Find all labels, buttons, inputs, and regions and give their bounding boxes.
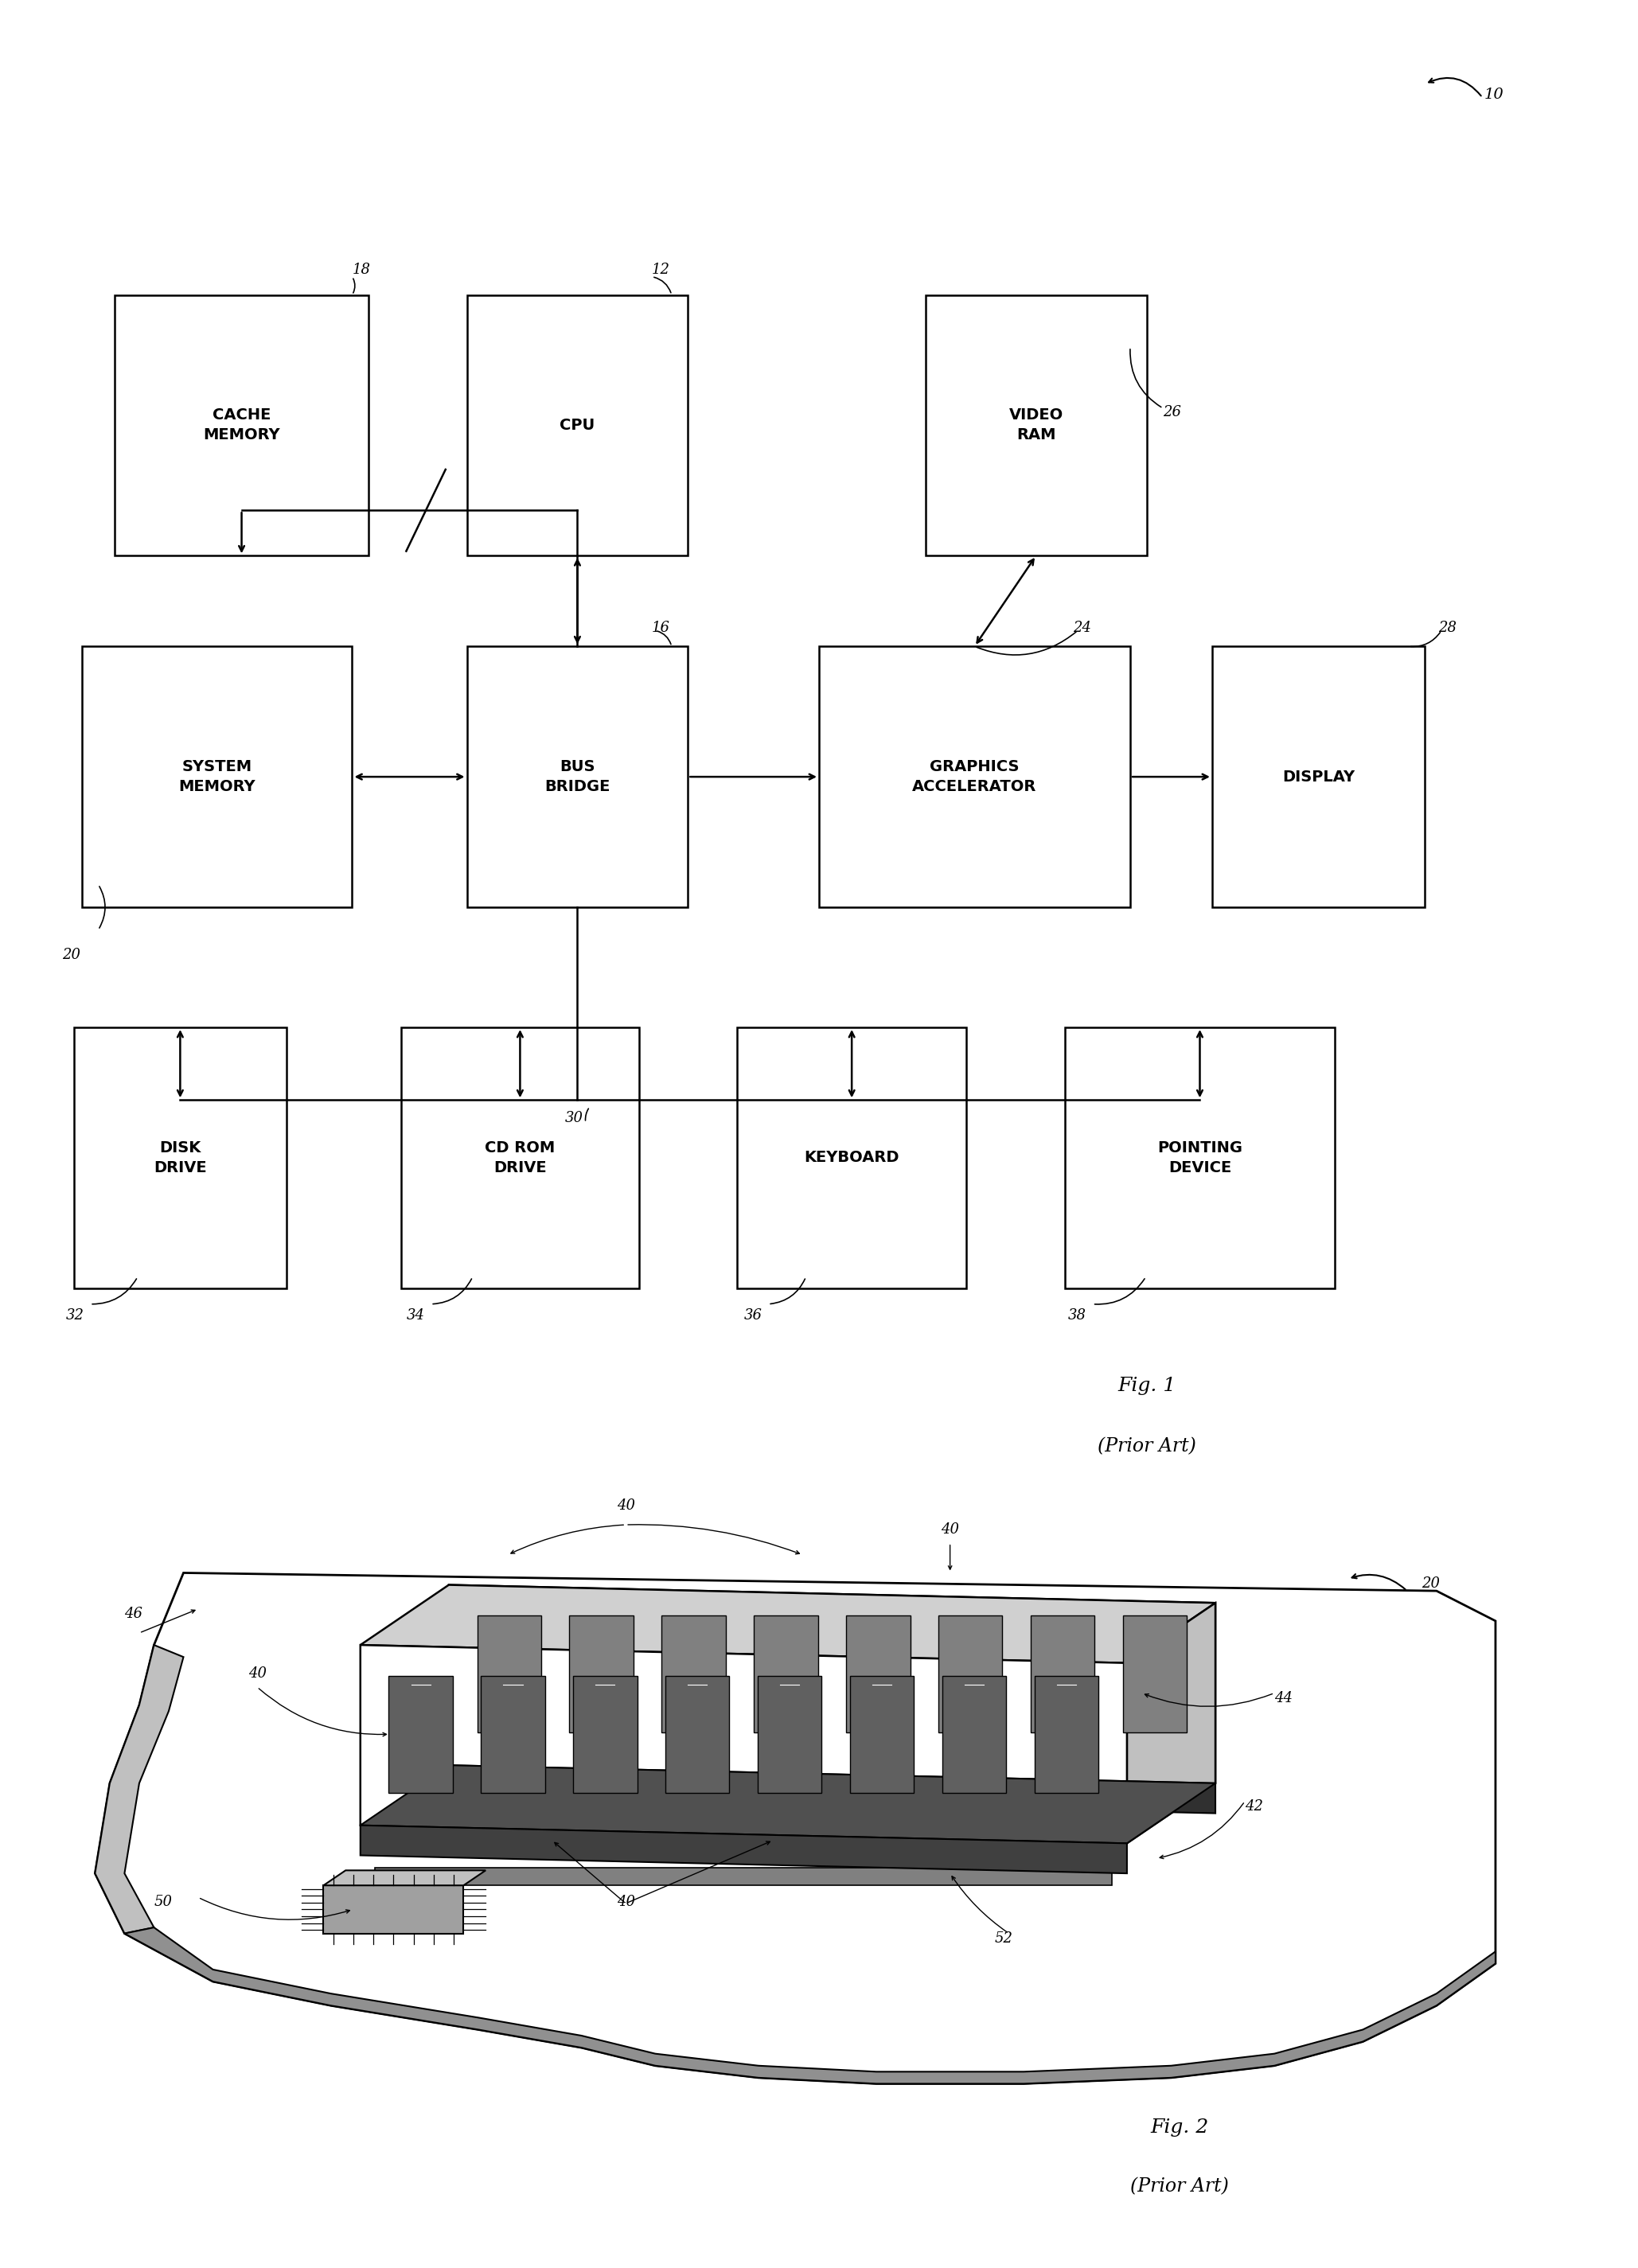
Polygon shape — [662, 1615, 726, 1733]
Text: 36: 36 — [744, 1309, 762, 1322]
Text: 16: 16 — [652, 621, 670, 635]
Bar — [401, 1027, 639, 1288]
Text: 44: 44 — [1274, 1690, 1292, 1706]
Bar — [74, 1027, 287, 1288]
Text: 40: 40 — [940, 1522, 960, 1538]
Text: 26: 26 — [1163, 406, 1181, 420]
Bar — [82, 646, 352, 907]
Polygon shape — [942, 1676, 1006, 1792]
Text: 24: 24 — [1073, 621, 1091, 635]
Text: 40: 40 — [247, 1667, 267, 1681]
Polygon shape — [758, 1676, 822, 1792]
Bar — [737, 1027, 966, 1288]
Polygon shape — [850, 1676, 914, 1792]
Polygon shape — [95, 1644, 183, 1932]
Polygon shape — [573, 1676, 637, 1792]
Polygon shape — [477, 1615, 541, 1733]
Text: 32: 32 — [66, 1309, 84, 1322]
Bar — [467, 295, 688, 556]
Polygon shape — [449, 1765, 1215, 1814]
Text: 46: 46 — [124, 1606, 143, 1622]
Polygon shape — [1035, 1676, 1099, 1792]
Text: (Prior Art): (Prior Art) — [1097, 1438, 1196, 1456]
Text: 34: 34 — [406, 1309, 424, 1322]
Polygon shape — [753, 1615, 817, 1733]
Text: GRAPHICS
ACCELERATOR: GRAPHICS ACCELERATOR — [912, 760, 1037, 794]
Polygon shape — [1124, 1615, 1188, 1733]
Bar — [925, 295, 1147, 556]
Text: 52: 52 — [994, 1930, 1012, 1946]
Polygon shape — [360, 1765, 1215, 1844]
Polygon shape — [939, 1615, 1002, 1733]
Bar — [115, 295, 369, 556]
Polygon shape — [375, 1867, 1112, 1885]
Polygon shape — [570, 1615, 634, 1733]
Polygon shape — [388, 1676, 452, 1792]
Text: 18: 18 — [352, 263, 370, 277]
Text: SYSTEM
MEMORY: SYSTEM MEMORY — [179, 760, 256, 794]
Text: 20: 20 — [1422, 1576, 1440, 1590]
Polygon shape — [324, 1885, 464, 1932]
Text: BUS
BRIDGE: BUS BRIDGE — [544, 760, 611, 794]
Polygon shape — [847, 1615, 911, 1733]
Bar — [467, 646, 688, 907]
Polygon shape — [124, 1928, 1495, 2084]
Polygon shape — [95, 1574, 1495, 2084]
Text: CD ROM
DRIVE: CD ROM DRIVE — [485, 1141, 555, 1175]
Text: (Prior Art): (Prior Art) — [1130, 2177, 1228, 2195]
Text: CPU: CPU — [560, 417, 595, 433]
Polygon shape — [324, 1871, 486, 1885]
Bar — [1212, 646, 1425, 907]
Text: 20: 20 — [62, 948, 80, 962]
Polygon shape — [360, 1585, 1215, 1662]
Polygon shape — [665, 1676, 729, 1792]
Text: DISK
DRIVE: DISK DRIVE — [154, 1141, 206, 1175]
Text: 12: 12 — [652, 263, 670, 277]
Text: DISPLAY: DISPLAY — [1283, 769, 1355, 785]
Text: 42: 42 — [1245, 1799, 1263, 1814]
Text: KEYBOARD: KEYBOARD — [804, 1150, 899, 1166]
Polygon shape — [1127, 1603, 1215, 1844]
Polygon shape — [482, 1676, 545, 1792]
Bar — [1065, 1027, 1335, 1288]
Polygon shape — [1030, 1615, 1094, 1733]
Text: Fig. 1: Fig. 1 — [1117, 1377, 1176, 1395]
Text: 30: 30 — [565, 1111, 583, 1125]
Text: POINTING
DEVICE: POINTING DEVICE — [1158, 1141, 1242, 1175]
Text: 40: 40 — [616, 1499, 636, 1513]
Text: 40: 40 — [616, 1896, 636, 1910]
Bar — [819, 646, 1130, 907]
Polygon shape — [360, 1826, 1127, 1873]
Polygon shape — [360, 1644, 1127, 1844]
Text: Fig. 2: Fig. 2 — [1150, 2118, 1209, 2136]
Text: 50: 50 — [154, 1896, 172, 1910]
Text: 10: 10 — [1484, 88, 1504, 102]
Polygon shape — [449, 1585, 1215, 1783]
Text: CACHE
MEMORY: CACHE MEMORY — [203, 408, 280, 442]
Text: VIDEO
RAM: VIDEO RAM — [1009, 408, 1063, 442]
Text: 28: 28 — [1438, 621, 1456, 635]
Text: 38: 38 — [1068, 1309, 1086, 1322]
